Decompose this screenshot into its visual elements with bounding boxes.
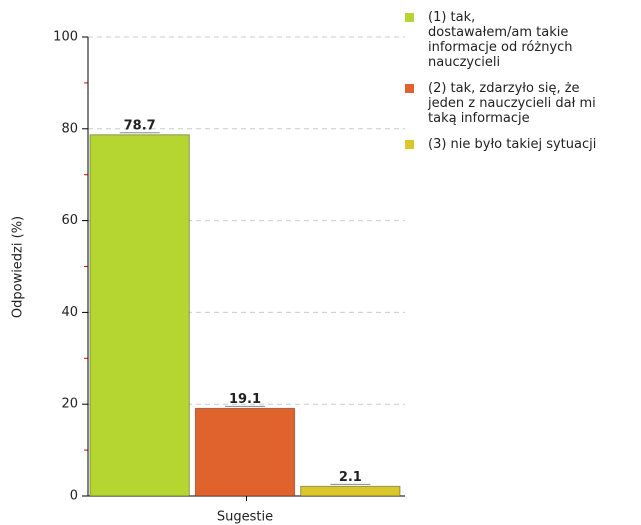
legend-swatch <box>405 84 414 93</box>
y-tick-label: 80 <box>61 121 78 136</box>
x-axis-label: Sugestie <box>217 510 273 525</box>
bar <box>194 407 296 497</box>
legend-swatch <box>405 13 414 22</box>
bar <box>89 134 190 497</box>
y-tick-label: 60 <box>61 213 78 228</box>
y-axis-label: Odpowiedzi (%) <box>11 216 26 318</box>
y-tick-label: 100 <box>53 30 78 45</box>
y-tick-label: 0 <box>70 489 78 504</box>
legend-item: (2) tak, zdarzyło się, że jeden z nauczy… <box>405 81 637 126</box>
value-label: 2.1 <box>339 470 362 485</box>
y-tick-label: 40 <box>61 305 78 320</box>
legend: (1) tak, dostawałem/am takie informacje … <box>405 10 637 163</box>
legend-item: (1) tak, dostawałem/am takie informacje … <box>405 10 637 70</box>
bar <box>300 485 401 497</box>
value-label: 19.1 <box>229 392 261 407</box>
legend-label: (2) tak, zdarzyło się, że jeden z nauczy… <box>428 81 596 126</box>
y-tick-label: 20 <box>61 397 78 412</box>
value-label: 78.7 <box>124 118 156 133</box>
legend-label: (3) nie było takiej sytuacji <box>428 137 597 152</box>
legend-swatch <box>405 140 414 149</box>
legend-label: (1) tak, dostawałem/am takie informacje … <box>428 10 573 70</box>
legend-item: (3) nie było takiej sytuacji <box>405 137 637 152</box>
